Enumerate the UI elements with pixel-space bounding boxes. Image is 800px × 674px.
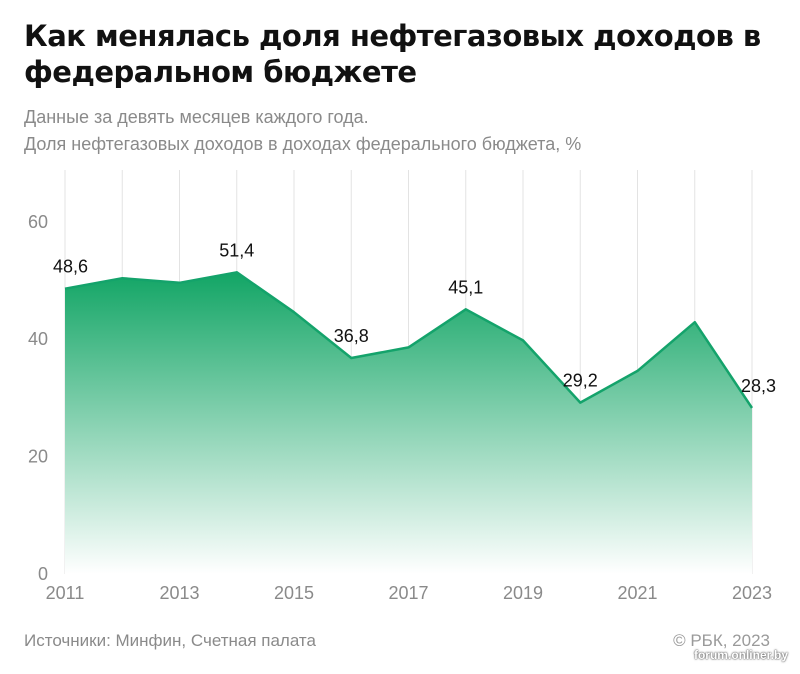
x-axis-ticks: 2011 2013 2015 2017 2019 2021 2023 <box>46 583 772 603</box>
area-chart: 0 20 40 60 2011 2013 2015 2017 2019 2021 2023 48,… <box>28 170 776 603</box>
x-tick-label: 2017 <box>388 583 428 603</box>
x-tick-label: 2023 <box>732 583 772 603</box>
x-tick-label: 2011 <box>46 583 85 603</box>
data-label-2016: 36,8 <box>334 326 369 346</box>
watermark: forum.onliner.by <box>693 648 788 662</box>
chart-title: Как менялась доля нефтегазовых доходов в… <box>24 19 761 89</box>
data-label-2020: 29,2 <box>563 371 598 391</box>
data-label-2023: 28,3 <box>741 376 776 396</box>
y-axis-ticks: 0 20 40 60 <box>28 212 48 584</box>
data-labels: 48,6 51,4 36,8 45,1 29,2 28,3 <box>53 240 776 396</box>
data-label-2018: 45,1 <box>448 277 483 297</box>
x-tick-label: 2019 <box>503 583 543 603</box>
chart-subtitle: Данные за девять месяцев каждого года. Д… <box>24 104 581 158</box>
y-tick-label: 40 <box>28 329 48 349</box>
data-label-2011: 48,6 <box>53 257 88 277</box>
y-tick-label: 0 <box>38 564 48 584</box>
x-tick-label: 2021 <box>617 583 657 603</box>
area-fill <box>65 272 752 574</box>
source-note: Источники: Минфин, Счетная палата <box>24 631 316 650</box>
y-tick-label: 20 <box>28 447 48 467</box>
y-tick-label: 60 <box>28 212 48 232</box>
x-tick-label: 2013 <box>159 583 199 603</box>
copyright-note: © РБК, 2023 <box>673 631 770 650</box>
area-series <box>64 271 754 574</box>
subtitle-line-2: Доля нефтегазовых доходов в доходах феде… <box>24 134 582 154</box>
subtitle-line-1: Данные за девять месяцев каждого года. <box>24 107 369 127</box>
data-label-2014: 51,4 <box>219 240 254 260</box>
x-tick-label: 2015 <box>274 583 314 603</box>
